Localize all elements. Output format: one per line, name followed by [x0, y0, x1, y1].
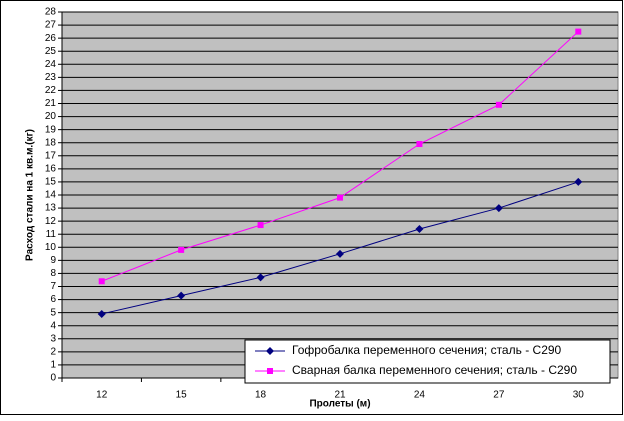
y-tick-label: 28	[45, 7, 57, 18]
y-tick-label: 11	[46, 229, 57, 240]
y-tick-label: 24	[45, 59, 57, 70]
marker	[574, 177, 583, 186]
x-tick-label: 15	[176, 390, 188, 401]
y-tick-label: 5	[50, 307, 56, 318]
marker	[336, 249, 344, 258]
y-tick-label: 7	[50, 281, 56, 292]
y-tick-label: 2	[50, 346, 56, 357]
x-tick-label: 12	[96, 390, 108, 401]
y-tick-label: 13	[45, 203, 57, 214]
x-tick-label: 30	[573, 390, 585, 401]
marker	[178, 246, 185, 253]
y-tick-label: 22	[45, 85, 57, 96]
x-tick-label: 21	[334, 390, 346, 401]
y-tick-label: 3	[50, 333, 56, 344]
legend-label: Сварная балка переменного сечения; сталь…	[292, 363, 577, 377]
y-tick-label: 0	[50, 373, 56, 384]
marker	[266, 347, 274, 355]
marker	[337, 194, 343, 201]
y-tick-label: 17	[45, 150, 57, 161]
marker	[495, 101, 502, 108]
x-axis-label: Пролеты (м)	[309, 399, 370, 410]
y-tick-label: 26	[45, 33, 57, 44]
x-tick-label: 18	[255, 390, 267, 401]
marker	[177, 291, 186, 300]
marker	[415, 224, 424, 233]
y-tick-label: 19	[45, 124, 57, 135]
x-tick-label: 27	[493, 390, 505, 401]
legend-label: Гофробалка переменного сечения; сталь - …	[292, 343, 562, 357]
legend	[244, 339, 611, 384]
y-tick-label: 14	[45, 190, 57, 201]
y-axis-label: Расход стали на 1 кв.м.(кг)	[25, 129, 36, 261]
marker	[257, 222, 264, 229]
y-tick-label: 20	[45, 111, 57, 122]
y-tick-label: 27	[45, 20, 57, 31]
marker	[97, 309, 106, 318]
y-tick-label: 4	[50, 320, 56, 331]
x-tick-label: 24	[414, 390, 426, 401]
y-tick-label: 10	[45, 242, 57, 253]
y-tick-label: 21	[45, 98, 57, 109]
marker	[98, 278, 105, 285]
y-tick-label: 16	[45, 163, 57, 174]
marker	[494, 204, 503, 213]
marker	[256, 273, 265, 282]
marker	[267, 368, 273, 374]
y-tick-label: 25	[45, 46, 57, 57]
y-tick-label: 12	[45, 216, 57, 227]
y-tick-label: 23	[45, 72, 57, 83]
marker	[416, 141, 423, 148]
marker	[575, 28, 582, 35]
y-tick-label: 8	[50, 268, 56, 279]
y-tick-label: 6	[50, 294, 56, 305]
y-tick-label: 15	[45, 177, 57, 188]
y-tick-label: 9	[50, 255, 56, 266]
y-tick-label: 18	[45, 137, 57, 148]
y-tick-label: 1	[50, 360, 56, 371]
